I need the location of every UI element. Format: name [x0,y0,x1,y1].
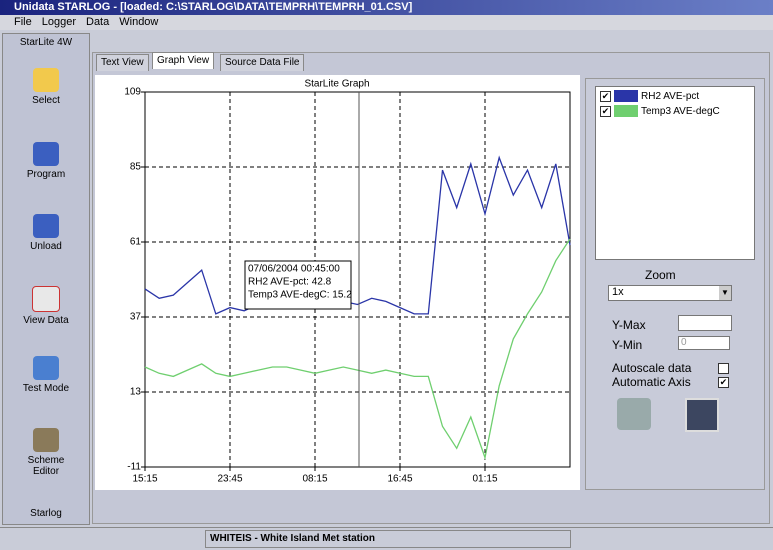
menu-item[interactable]: Data [86,16,109,28]
series-line [145,158,570,314]
icon [33,214,59,238]
menu-item[interactable]: Window [119,16,158,28]
legend-entry[interactable]: ✔ Temp3 AVE-degC [600,105,720,119]
tooltip-text: Temp3 AVE-degC: 15.2 [248,290,352,301]
ymin-input[interactable]: 0 [678,336,730,350]
sidebar-button[interactable]: Unload [3,214,89,252]
ymax-input[interactable] [678,315,732,331]
title-bar: Unidata STARLOG - [loaded: C:\STARLOG\DA… [0,0,773,15]
sidebar: StarLite 4W Select Program Unload View D… [2,33,90,525]
x-tick-label: 23:45 [217,474,242,485]
button-label: Scheme Editor [28,455,65,477]
y-tick-label: 61 [130,237,142,248]
legend-checkbox[interactable]: ✔ [600,91,611,102]
page: Unidata STARLOG - [loaded: C:\STARLOG\DA… [0,0,773,549]
sidebar-button[interactable]: Program [3,142,89,180]
legend-swatch [614,105,638,117]
x-tick-label: 08:15 [302,474,327,485]
icon [33,428,59,452]
sidebar-button[interactable]: Scheme Editor [16,428,76,477]
tab[interactable]: Text View [96,54,149,71]
y-tick-label: -11 [127,462,141,473]
y-tick-label: 13 [130,387,142,398]
icon [33,356,59,380]
sidebar-button[interactable]: Select [3,68,89,106]
button-label: Program [27,169,65,180]
save-button[interactable] [685,398,719,432]
x-tick-label: 16:45 [387,474,412,485]
y-tick-label: 37 [130,312,142,323]
tab-active[interactable]: Graph View [152,52,214,69]
icon [33,68,59,92]
zoom-label: Zoom [645,268,676,282]
ymax-label: Y-Max [612,318,646,332]
tab[interactable]: Source Data File [220,54,304,71]
button-label: Test Mode [23,383,69,394]
automatic-axis-label: Automatic Axis [612,375,691,389]
button-label: Select [32,95,60,106]
sidebar-header: StarLite 4W [3,37,89,48]
dropdown-arrow: ▼ [719,286,731,300]
legend-label: Temp3 AVE-degC [641,106,720,117]
icon [33,142,59,166]
sidebar-button[interactable]: View Data [3,286,89,326]
menu-item[interactable]: Logger [42,16,76,28]
window-title: Unidata STARLOG - [loaded: C:\STARLOG\DA… [14,1,412,13]
y-tick-label: 109 [124,87,141,98]
status-text: WHITEIS - White Island Met station [205,530,571,548]
tooltip-text: 07/06/2004 00:45:00 [248,264,340,275]
legend-entry[interactable]: ✔ RH2 AVE-pct [600,90,699,104]
zoom-value: 1x [612,286,624,298]
zoom-select[interactable]: 1x ▼ [608,285,732,301]
icon [32,286,60,312]
y-tick-label: 85 [130,162,142,173]
x-tick-label: 01:15 [472,474,497,485]
plot-frame [145,92,570,467]
automatic-axis-checkbox[interactable]: ✔ [718,377,729,388]
tooltip-text: RH2 AVE-pct: 42.8 [248,277,332,288]
print-button[interactable] [617,398,651,430]
sidebar-button[interactable]: Test Mode [3,356,89,394]
button-label: Unload [30,241,62,252]
ymin-label: Y-Min [612,338,642,352]
series-line [145,239,570,458]
menu-bar: File Logger Data Window [0,15,773,30]
sidebar-footer: Starlog [3,508,89,519]
button-label: View Data [23,315,68,326]
menu-item[interactable]: File [14,16,32,28]
legend-swatch [614,90,638,102]
autoscale-checkbox[interactable] [718,363,729,374]
x-tick-label: 15:15 [132,474,157,485]
chart-title: StarLite Graph [304,79,369,90]
legend-checkbox[interactable]: ✔ [600,106,611,117]
legend-label: RH2 AVE-pct [641,91,699,102]
autoscale-label: Autoscale data [612,361,691,375]
legend: ✔ RH2 AVE-pct ✔ Temp3 AVE-degC [595,86,755,260]
